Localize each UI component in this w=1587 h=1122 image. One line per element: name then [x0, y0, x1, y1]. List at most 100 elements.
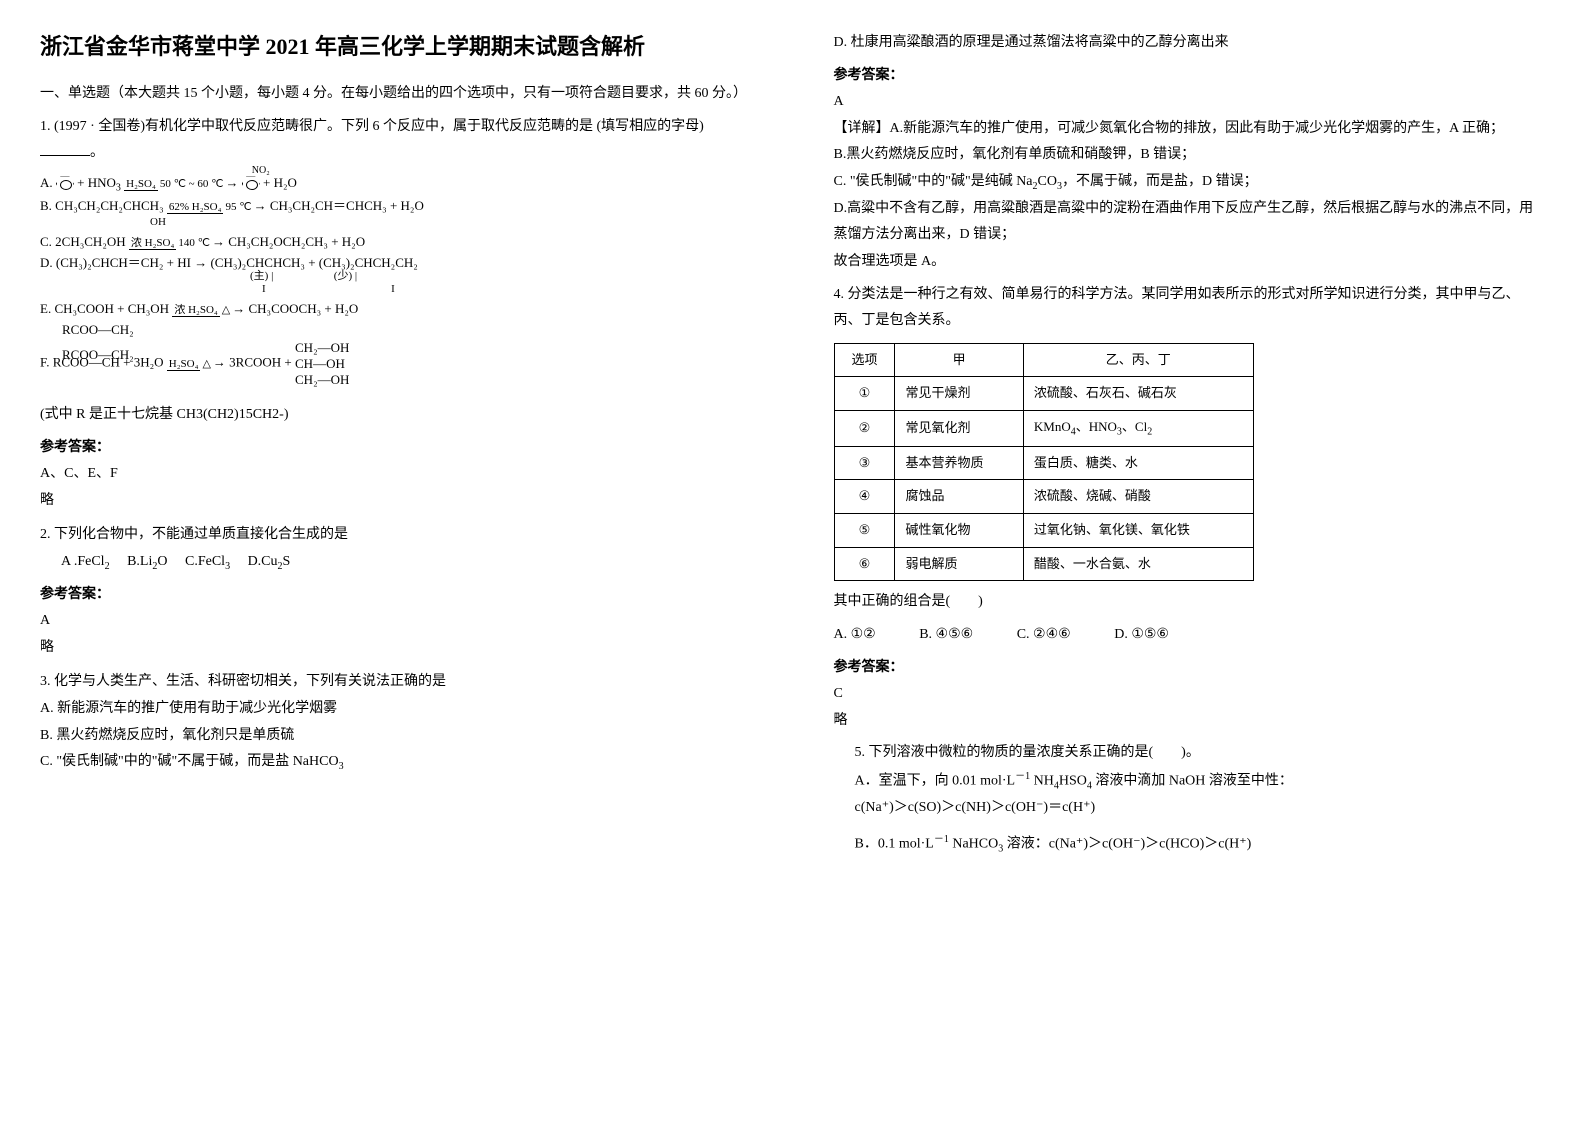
rF-r1: CH₂—OH: [295, 340, 349, 356]
q3-A: A. 新能源汽车的推广使用有助于减少光化学烟雾: [40, 696, 754, 723]
answer-label: 参考答案：: [40, 582, 754, 609]
rA-cond: H₂SO₄50 ℃ ~ 60 ℃: [124, 178, 225, 190]
q3-explanation: 【详解】A.新能源汽车的推广使用，可减少氮氧化合物的排放，因此有助于减少光化学烟…: [834, 116, 1548, 143]
rD-left: D. (CH₃)₂CHCH＝CH₂ + HI: [40, 255, 191, 270]
q2-options: A .FeCl2 B.Li2O C.FeCl3 D.Cu2S: [61, 549, 754, 576]
rB-left: B. CH₃CH₂CH₂CHCH₃: [40, 198, 164, 213]
t: A．室温下，向 0.01 mol·L: [855, 774, 1016, 789]
th-ybd: 乙、丙、丁: [1023, 343, 1253, 377]
cell: 醋酸、一水合氨、水: [1023, 547, 1253, 581]
th-jia: 甲: [895, 343, 1023, 377]
rC-bot: 140 ℃: [176, 237, 212, 249]
q1-answer: A、C、E、F: [40, 461, 754, 488]
q3-expl-D: D.高粱中不含有乙醇，用高粱酿酒是高粱中的淀粉在酒曲作用下反应产生乙醇，然后根据…: [834, 196, 1548, 249]
q2-B-txt: B.Li: [127, 554, 152, 569]
q4-tail: 其中正确的组合是( ): [834, 589, 1548, 616]
q5-stem: 5. 下列溶液中微粒的物质的量浓度关系正确的是( )。: [855, 740, 1548, 767]
q3-B: B. 黑火药燃烧反应时，氧化剂只是单质硫: [40, 723, 754, 750]
q4-stem: 4. 分类法是一种行之有效、简单易行的科学方法。某同学用如表所示的形式对所学知识…: [834, 282, 1548, 335]
rC-right: CH₃CH₂OCH₂CH₃ + H₂O: [228, 234, 365, 249]
q3-stem: 3. 化学与人类生产、生活、科研密切相关，下列有关说法正确的是: [40, 669, 754, 696]
table-row: ①常见干燥剂浓硫酸、石灰石、碱石灰: [834, 377, 1253, 411]
blank-underline: [40, 155, 90, 156]
q2-stem: 2. 下列化合物中，不能通过单质直接化合生成的是: [40, 522, 754, 549]
q3-expl-B: B.黑火药燃烧反应时，氧化剂有单质硫和硝酸钾，B 错误；: [834, 142, 1548, 169]
answer-label: 参考答案：: [40, 435, 754, 462]
cell: 蛋白质、糖类、水: [1023, 446, 1253, 480]
rB-oh-txt: OH: [150, 216, 166, 228]
rD-I1: I: [262, 283, 266, 295]
q3-expl-C: C. "侯氏制碱"中的"碱"是纯碱 Na2CO3，不属于碱，而是盐，D 错误；: [834, 169, 1548, 196]
cell: 浓硫酸、烧碱、硝酸: [1023, 480, 1253, 514]
arrow-icon: →: [232, 301, 245, 316]
right-column: D. 杜康用高粱酿酒的原理是通过蒸馏法将高粱中的乙醇分离出来 参考答案： A 【…: [794, 0, 1587, 1122]
rF-bot: △: [200, 358, 212, 370]
rA-cond-bot: 50 ℃ ~ 60 ℃: [158, 178, 226, 190]
q2-D: D.Cu2S: [248, 554, 291, 569]
rE-bot: △: [220, 304, 232, 316]
q3-D: D. 杜康用高粱酿酒的原理是通过蒸馏法将高粱中的乙醇分离出来: [834, 30, 1548, 57]
rA-sub: 3: [116, 182, 121, 193]
q2-D-s: S: [283, 554, 291, 569]
rF-l1: RCOO—CH₂: [40, 320, 754, 341]
cell: 弱电解质: [895, 547, 1023, 581]
cell: KMnO4、HNO3、Cl2: [1023, 411, 1253, 447]
rE-right: CH₃COOCH₃ + H₂O: [248, 301, 358, 316]
arrow-icon: →: [254, 198, 267, 213]
t: NaHCO: [949, 837, 998, 852]
t: B．0.1 mol·L: [855, 837, 934, 852]
table-row: ⑤碱性氧化物过氧化钠、氧化镁、氧化铁: [834, 514, 1253, 548]
cell: 过氧化钠、氧化镁、氧化铁: [1023, 514, 1253, 548]
rB-bot: 95 ℃: [223, 201, 253, 213]
q4-D: D. ①⑤⑥: [1114, 622, 1169, 649]
th-option: 选项: [834, 343, 895, 377]
reaction-A: A. + HNO3 H₂SO₄50 ℃ ~ 60 ℃→ NO₂ + H₂O: [40, 173, 754, 197]
table-row: 选项 甲 乙、丙、丁: [834, 343, 1253, 377]
reaction-E: E. CH₃COOH + CH₃OH 浓 H₂SO₄△→ CH₃COOCH₃ +…: [40, 299, 754, 320]
cell: 浓硫酸、石灰石、碱石灰: [1023, 377, 1253, 411]
cell: ④: [834, 480, 895, 514]
t: －1: [934, 834, 949, 845]
doc-title: 浙江省金华市蒋堂中学 2021 年高三化学上学期期末试题含解析: [40, 30, 754, 63]
cell: 碱性氧化物: [895, 514, 1023, 548]
rF-mid: 3RCOOH +: [229, 355, 292, 370]
q2-D-txt: D.Cu: [248, 554, 278, 569]
q3-C-pre: C. "侯氏制碱"中的"碱"不属于碱，而是盐 NaHCO: [40, 754, 339, 769]
q1-text: 1. (1997 · 全国卷)有机化学中取代反应范畴很广。下列 6 个反应中，属…: [40, 119, 704, 134]
q3-C-sub: 3: [339, 761, 344, 772]
cell: ⑤: [834, 514, 895, 548]
rD-I-line: I I: [40, 281, 754, 299]
arrow-icon: →: [194, 255, 207, 270]
t: 溶液中滴加 NaOH 溶液至中性：: [1092, 774, 1293, 789]
rA-cond-top: H₂SO₄: [124, 178, 158, 191]
cell: ⑥: [834, 547, 895, 581]
arrow-icon: →: [213, 355, 226, 370]
benzene-icon: [242, 176, 260, 192]
q1-period: 。: [90, 145, 104, 160]
cell: 常见氧化剂: [895, 411, 1023, 447]
t: KMnO: [1034, 419, 1071, 434]
q3-expl-A: A.新能源汽车的推广使用，可减少氮氧化合物的排放，因此有助于减少光化学烟雾的产生…: [890, 121, 1504, 136]
q5-A: A．室温下，向 0.01 mol·L－1 NH4HSO4 溶液中滴加 NaOH …: [855, 767, 1548, 795]
rE-cond: 浓 H₂SO₄△: [172, 304, 232, 316]
t: －1: [1015, 771, 1030, 782]
reaction-C: C. 2CH₃CH₂OH 浓 H₂SO₄140 ℃→ CH₃CH₂OCH₂CH₃…: [40, 232, 754, 253]
q3-expl-end: 故合理选项是 A。: [834, 249, 1548, 276]
benzene-icon: [56, 176, 74, 192]
t: 2: [1147, 427, 1152, 438]
q2-B: B.Li2O: [127, 554, 167, 569]
q4-answer: C: [834, 681, 1548, 708]
t: 、Cl: [1122, 419, 1147, 434]
q4-C: C. ②④⑥: [1017, 622, 1071, 649]
q2-brief: 略: [40, 635, 754, 662]
table-row: ③基本营养物质蛋白质、糖类、水: [834, 446, 1253, 480]
q2-answer: A: [40, 608, 754, 635]
rF-top: H₂SO₄: [167, 358, 201, 371]
cell: 常见干燥剂: [895, 377, 1023, 411]
table-row: ②常见氧化剂KMnO4、HNO3、Cl2: [834, 411, 1253, 447]
cell: ③: [834, 446, 895, 480]
rB-cond: 62% H₂SO₄95 ℃: [167, 201, 254, 213]
rD-sub1: (主): [250, 270, 268, 282]
rA-plus: + HNO3: [77, 175, 121, 190]
cell: 腐蚀品: [895, 480, 1023, 514]
